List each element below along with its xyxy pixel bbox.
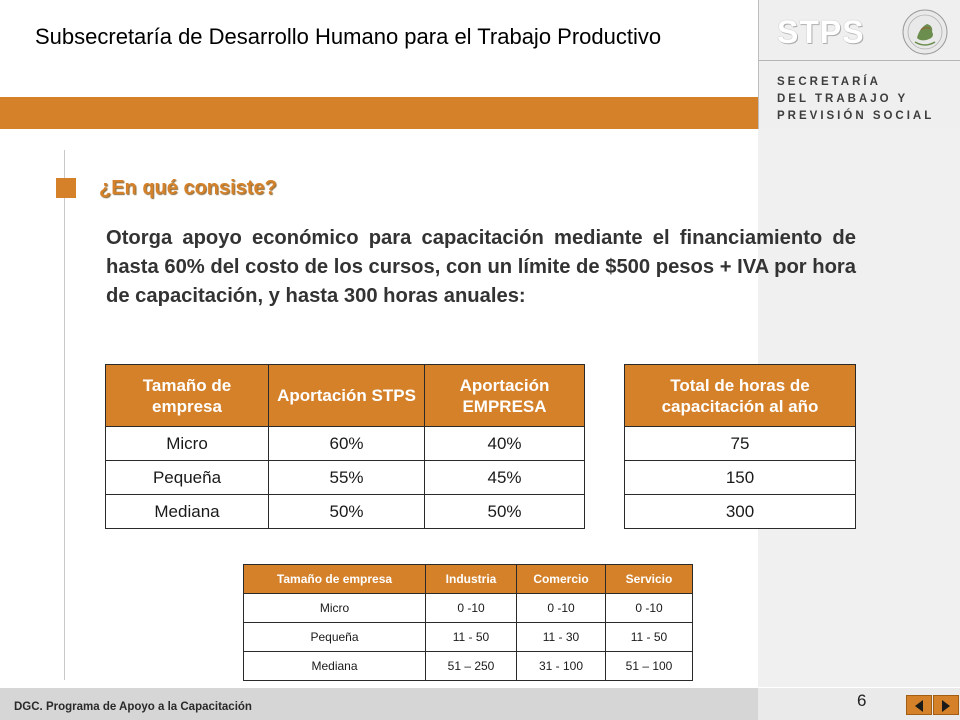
col-header-comercio: Comercio — [516, 564, 606, 594]
table-cell: Micro — [105, 426, 269, 461]
table-cell: 45% — [424, 460, 585, 495]
table-cell: 51 – 100 — [605, 651, 693, 681]
table-row: 75 — [624, 426, 856, 461]
logo-acronym: STPS — [777, 14, 865, 50]
col-header-empresa: Aportación EMPRESA — [424, 364, 585, 427]
contribution-table: Tamaño de empresa Aportación STPS Aporta… — [105, 364, 585, 529]
page-number: 6 — [857, 691, 867, 710]
section-heading: ¿En qué consiste? — [99, 177, 277, 199]
table-cell: 0 -10 — [516, 593, 606, 623]
table-cell: Pequeña — [243, 622, 426, 652]
arrow-right-icon — [942, 700, 950, 712]
table-cell: 50% — [268, 494, 425, 529]
previous-slide-button[interactable] — [906, 695, 932, 715]
section-bullet — [56, 178, 76, 198]
table-header-row: Tamaño de empresa Industria Comercio Ser… — [243, 564, 693, 594]
table-cell: 11 - 50 — [605, 622, 693, 652]
table-row: Pequeña 11 - 50 11 - 30 11 - 50 — [243, 622, 693, 652]
table-cell: 0 -10 — [425, 593, 517, 623]
table-row: Pequeña 55% 45% — [105, 460, 585, 495]
content-divider-line — [64, 150, 65, 680]
training-hours-table: Total de horas de capacitación al año 75… — [624, 364, 856, 529]
company-size-table: Tamaño de empresa Industria Comercio Ser… — [243, 564, 693, 681]
table-cell: 11 - 30 — [516, 622, 606, 652]
table-cell: 0 -10 — [605, 593, 693, 623]
logo-line-2: DEL TRABAJO Y — [777, 93, 909, 105]
table-cell: 11 - 50 — [425, 622, 517, 652]
table-cell: Mediana — [243, 651, 426, 681]
table-cell: 75 — [624, 426, 856, 461]
next-slide-button[interactable] — [933, 695, 959, 715]
table-cell: Pequeña — [105, 460, 269, 495]
stps-logo-panel: STPS SECRETARÍA DEL TRABAJO Y PREVISIÓN … — [758, 0, 960, 129]
table-row: 300 — [624, 494, 856, 529]
footer-program-name: DGC. Programa de Apoyo a la Capacitación — [14, 701, 252, 713]
logo-line-3: PREVISIÓN SOCIAL — [777, 110, 935, 122]
col-header-stps: Aportación STPS — [268, 364, 425, 427]
table-cell: 31 - 100 — [516, 651, 606, 681]
table-header-row: Tamaño de empresa Aportación STPS Aporta… — [105, 364, 585, 427]
col-header-servicio: Servicio — [605, 564, 693, 594]
mexican-seal-icon — [902, 9, 948, 55]
arrow-left-icon — [915, 700, 923, 712]
col-header-size: Tamaño de empresa — [243, 564, 426, 594]
table-row: Micro 60% 40% — [105, 426, 585, 461]
col-header-hours: Total de horas de capacitación al año — [624, 364, 856, 427]
col-header-size: Tamaño de empresa — [105, 364, 269, 427]
table-cell: 51 – 250 — [425, 651, 517, 681]
table-row: 150 — [624, 460, 856, 495]
table-cell: 150 — [624, 460, 856, 495]
table-cell: Micro — [243, 593, 426, 623]
table-cell: 60% — [268, 426, 425, 461]
table-cell: Mediana — [105, 494, 269, 529]
footer-bar — [0, 688, 758, 720]
table-cell: 55% — [268, 460, 425, 495]
col-header-industria: Industria — [425, 564, 517, 594]
table-cell: 40% — [424, 426, 585, 461]
logo-subtitle: SECRETARÍA DEL TRABAJO Y PREVISIÓN SOCIA… — [777, 74, 934, 125]
table-row: Mediana 50% 50% — [105, 494, 585, 529]
header-accent-bar — [0, 97, 758, 129]
table-cell: 300 — [624, 494, 856, 529]
table-row: Mediana 51 – 250 31 - 100 51 – 100 — [243, 651, 693, 681]
table-header-row: Total de horas de capacitación al año — [624, 364, 856, 427]
table-cell: 50% — [424, 494, 585, 529]
page-title: Subsecretaría de Desarrollo Humano para … — [35, 24, 662, 49]
logo-divider — [759, 60, 960, 61]
table-row: Micro 0 -10 0 -10 0 -10 — [243, 593, 693, 623]
logo-line-1: SECRETARÍA — [777, 76, 881, 88]
section-paragraph: Otorga apoyo económico para capacitación… — [106, 227, 856, 307]
